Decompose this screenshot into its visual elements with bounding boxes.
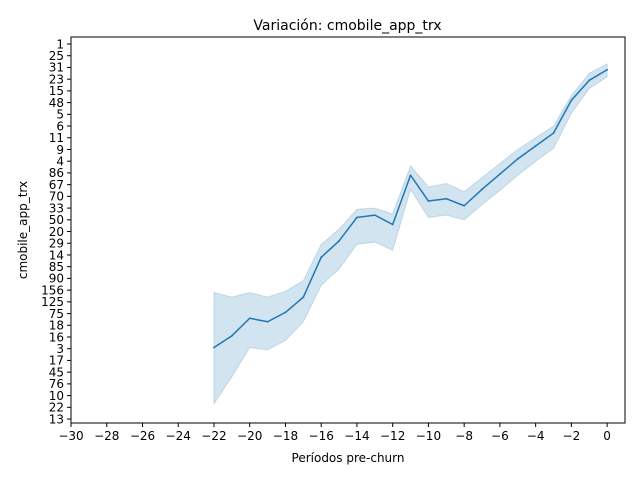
data-point	[391, 223, 394, 226]
chart-title: Variación: cmobile_app_trx	[253, 18, 441, 34]
data-point	[427, 200, 430, 202]
x-tick-label: −8	[455, 429, 473, 443]
data-point	[356, 216, 358, 219]
y-tick-label: 85	[49, 260, 64, 274]
y-tick-label: 9	[56, 143, 64, 157]
y-tick-label: 16	[49, 330, 64, 344]
y-tick-label: 29	[49, 237, 64, 251]
data-point	[534, 145, 537, 147]
x-tick-label: 0	[603, 429, 611, 443]
y-tick-label: 50	[49, 213, 64, 227]
data-point	[409, 174, 412, 177]
x-axis-title: Períodos pre-churn	[292, 451, 405, 465]
y-tick-label: 48	[49, 96, 64, 110]
y-tick-label: 70	[49, 190, 64, 204]
data-point	[284, 311, 287, 314]
plot-area-frame	[70, 36, 626, 424]
data-point	[552, 132, 555, 134]
y-tick-label: 125	[41, 295, 64, 309]
y-tick-label: 75	[49, 307, 64, 321]
data-point	[445, 197, 448, 200]
y-tick-label: 25	[49, 49, 64, 63]
y-tick-label: 6	[56, 119, 64, 133]
x-tick-label: −12	[380, 429, 405, 443]
confidence-band	[213, 63, 608, 406]
data-point	[570, 99, 573, 102]
x-tick-label: −22	[201, 429, 226, 443]
x-tick-label: −4	[527, 429, 545, 443]
y-tick-label: 13	[49, 412, 64, 426]
data-point	[588, 79, 591, 82]
y-tick-label: 15	[49, 84, 64, 98]
y-tick-label: 17	[49, 354, 64, 368]
y-tick-label: 1	[56, 37, 64, 51]
confidence-band-layer	[213, 63, 608, 406]
x-tick-label: −2	[563, 429, 581, 443]
series-line-layer	[213, 68, 609, 349]
y-tick-label: 5	[56, 108, 64, 122]
x-tick-label: −30	[58, 429, 83, 443]
y-tick-label: 23	[49, 72, 64, 86]
data-point	[516, 157, 519, 160]
data-point	[606, 68, 609, 71]
y-tick-label: 45	[49, 365, 64, 379]
data-point	[213, 346, 215, 349]
x-tick-label: −16	[309, 429, 334, 443]
y-axis: 1322107645173161875125156908514292050337…	[41, 37, 71, 426]
y-tick-label: 3	[56, 342, 64, 356]
y-tick-label: 22	[49, 401, 64, 415]
x-tick-label: −18	[273, 429, 298, 443]
data-point	[230, 334, 233, 337]
y-tick-label: 4	[56, 155, 64, 169]
y-tick-label: 33	[49, 201, 64, 215]
data-point	[248, 317, 251, 320]
y-tick-label: 90	[49, 272, 64, 286]
y-tick-label: 76	[49, 377, 64, 391]
data-point	[266, 320, 269, 323]
y-tick-label: 18	[49, 319, 64, 333]
x-tick-label: −14	[344, 429, 369, 443]
y-tick-label: 86	[49, 166, 64, 180]
y-tick-label: 156	[41, 283, 64, 297]
y-tick-label: 20	[49, 225, 64, 239]
x-tick-label: −20	[237, 429, 262, 443]
x-tick-label: −6	[491, 429, 509, 443]
y-tick-label: 14	[49, 248, 64, 262]
y-tick-label: 11	[49, 131, 64, 145]
y-tick-label: 31	[49, 61, 64, 75]
y-tick-label: 67	[49, 178, 64, 192]
data-point	[463, 204, 466, 207]
x-tick-label: −28	[94, 429, 119, 443]
data-point	[373, 214, 376, 217]
x-tick-label: −10	[416, 429, 441, 443]
y-tick-label: 10	[49, 389, 64, 403]
x-tick-label: −26	[130, 429, 155, 443]
x-axis: −30 −28 −26 −24 −22 −20 −18 −16 −14 −12 −10 −8 −6 −4−…	[58, 423, 611, 443]
y-axis-title: cmobile_app_trx	[16, 181, 30, 279]
data-point	[481, 188, 483, 191]
data-point	[320, 256, 323, 259]
data-point	[338, 239, 340, 242]
data-point	[302, 296, 305, 299]
x-tick-label: −24	[166, 429, 191, 443]
data-point	[499, 173, 501, 175]
